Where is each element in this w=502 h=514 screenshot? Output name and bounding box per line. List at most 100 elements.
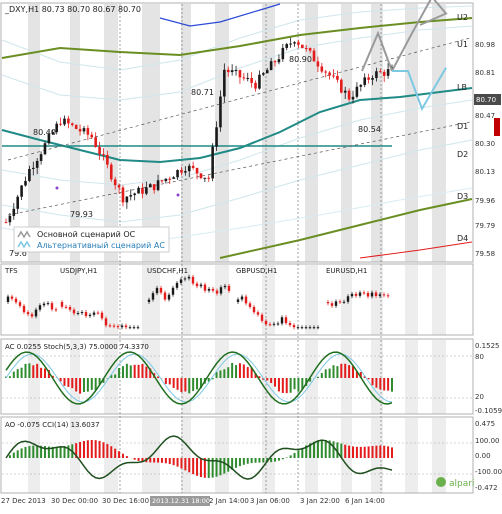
tfs-candle-body bbox=[253, 307, 255, 312]
ao-tick: 100.00 bbox=[475, 437, 500, 445]
level-label-lb: LB bbox=[457, 83, 467, 92]
ao-hist-bar bbox=[79, 442, 81, 458]
candle-body bbox=[98, 147, 101, 154]
tfs-candle-body bbox=[164, 293, 166, 300]
ao-hist-bar bbox=[383, 446, 385, 458]
tfs-candle-body bbox=[73, 310, 75, 314]
ac-tick: 0.1525 bbox=[475, 342, 500, 350]
tfs-candle-body bbox=[343, 302, 345, 303]
candle-body bbox=[137, 188, 140, 194]
symbol-ohlc-label: _DXY,H1 80.73 80.70 80.67 80.70 bbox=[4, 5, 141, 14]
candle-body bbox=[348, 91, 351, 100]
ao-hist-bar bbox=[262, 458, 264, 463]
candle-body bbox=[239, 70, 242, 77]
ac-tick: -0.1059 bbox=[475, 407, 502, 415]
accent-marker bbox=[494, 118, 500, 136]
candle-body bbox=[215, 127, 218, 146]
tfs-candle-body bbox=[55, 309, 57, 310]
candle-body bbox=[196, 168, 199, 173]
tfs-candle-body bbox=[313, 327, 315, 328]
candle-body bbox=[254, 83, 257, 89]
ao-hist-bar bbox=[270, 458, 272, 462]
tfs-candle-body bbox=[327, 302, 329, 303]
ac-hist-bar bbox=[333, 365, 335, 378]
time-label: 3 Jan 06:00 bbox=[250, 497, 290, 505]
tfs-candle-body bbox=[39, 305, 41, 309]
ao-title: AO -0.075 CCI(14) 13.6037 bbox=[5, 421, 100, 429]
tfs-candle-body bbox=[359, 293, 361, 296]
ao-hist-bar bbox=[239, 458, 241, 466]
ao-hist-bar bbox=[274, 458, 276, 462]
ac-hist-bar bbox=[235, 365, 237, 378]
ao-hist-bar bbox=[235, 458, 237, 468]
ao-hist-bar bbox=[21, 448, 23, 458]
ac-hist-bar bbox=[71, 378, 73, 388]
tfs-candle-body bbox=[196, 284, 198, 287]
tfs-candle-body bbox=[309, 327, 311, 328]
candle-body bbox=[71, 123, 74, 125]
tfs-candle-body bbox=[121, 326, 123, 328]
ac-hist-bar bbox=[278, 378, 280, 391]
tfs-candle-body bbox=[375, 293, 377, 296]
ac-hist-bar bbox=[270, 378, 272, 383]
ao-hist-bar bbox=[13, 453, 15, 458]
ao-hist-bar bbox=[243, 458, 245, 465]
ao-hist-bar bbox=[360, 447, 362, 458]
ac-hist-bar bbox=[196, 378, 198, 389]
ao-hist-bar bbox=[286, 457, 288, 458]
candle-body bbox=[211, 147, 214, 179]
candle-body bbox=[336, 76, 339, 80]
tfs-candle-body bbox=[113, 326, 115, 327]
tfs-pair-usdchf: USDCHF,H1 bbox=[147, 267, 188, 275]
fractal-marker bbox=[56, 187, 59, 190]
tfs-candle-body bbox=[47, 303, 49, 304]
tfs-candle-body bbox=[152, 293, 154, 299]
tfs-candle-body bbox=[93, 313, 95, 315]
tfs-candle-body bbox=[237, 299, 239, 302]
ac-hist-bar bbox=[219, 370, 221, 378]
ac-hist-bar bbox=[282, 378, 284, 393]
session-stripe-tfs bbox=[341, 265, 352, 335]
session-stripe-ac bbox=[305, 340, 318, 414]
session-stripe-tfs bbox=[405, 265, 418, 335]
candle-body bbox=[67, 119, 70, 124]
ac-hist-bar bbox=[352, 366, 354, 378]
candle-body bbox=[153, 184, 156, 190]
fractal-marker bbox=[177, 194, 180, 197]
tfs-candle-body bbox=[61, 302, 63, 307]
tfs-candle-body bbox=[31, 314, 33, 316]
tfs-candle-body bbox=[160, 288, 162, 293]
tfs-candle-body bbox=[257, 312, 259, 314]
candle-body bbox=[106, 155, 109, 165]
ac-hist-bar bbox=[368, 378, 370, 379]
candle-body bbox=[184, 171, 187, 172]
ao-hist-bar bbox=[348, 446, 350, 458]
level-label-d3: D3 bbox=[457, 192, 468, 201]
tfs-candle-body bbox=[347, 296, 349, 301]
session-stripe-main bbox=[432, 4, 446, 262]
ao-tick: -100.00 bbox=[475, 468, 502, 476]
price-tick: 80.13 bbox=[475, 168, 495, 176]
time-label: 2013.12.31 18:00 bbox=[152, 497, 210, 505]
ao-hist-bar bbox=[173, 458, 175, 465]
ao-hist-bar bbox=[290, 455, 292, 458]
session-stripe-ao bbox=[262, 418, 275, 493]
ac-hist-bar bbox=[372, 378, 374, 385]
candle-body bbox=[40, 154, 43, 161]
tfs-candle-body bbox=[228, 286, 230, 291]
ao-hist-bar bbox=[99, 441, 101, 458]
session-stripe-main bbox=[104, 4, 118, 262]
candle-body bbox=[352, 97, 355, 100]
price-tick: 80.47 bbox=[475, 112, 495, 120]
ao-hist-bar bbox=[219, 458, 221, 475]
ac-hist-bar bbox=[266, 378, 268, 380]
candle-body bbox=[188, 166, 191, 171]
tfs-candle-body bbox=[192, 277, 194, 284]
candle-body bbox=[32, 168, 35, 169]
candle-body bbox=[227, 70, 230, 72]
session-stripe-ao bbox=[341, 418, 352, 493]
ac-hist-bar bbox=[21, 368, 23, 378]
ao-hist-bar bbox=[325, 440, 327, 458]
price-tick: 79.96 bbox=[475, 197, 496, 205]
candle-body bbox=[36, 161, 39, 168]
